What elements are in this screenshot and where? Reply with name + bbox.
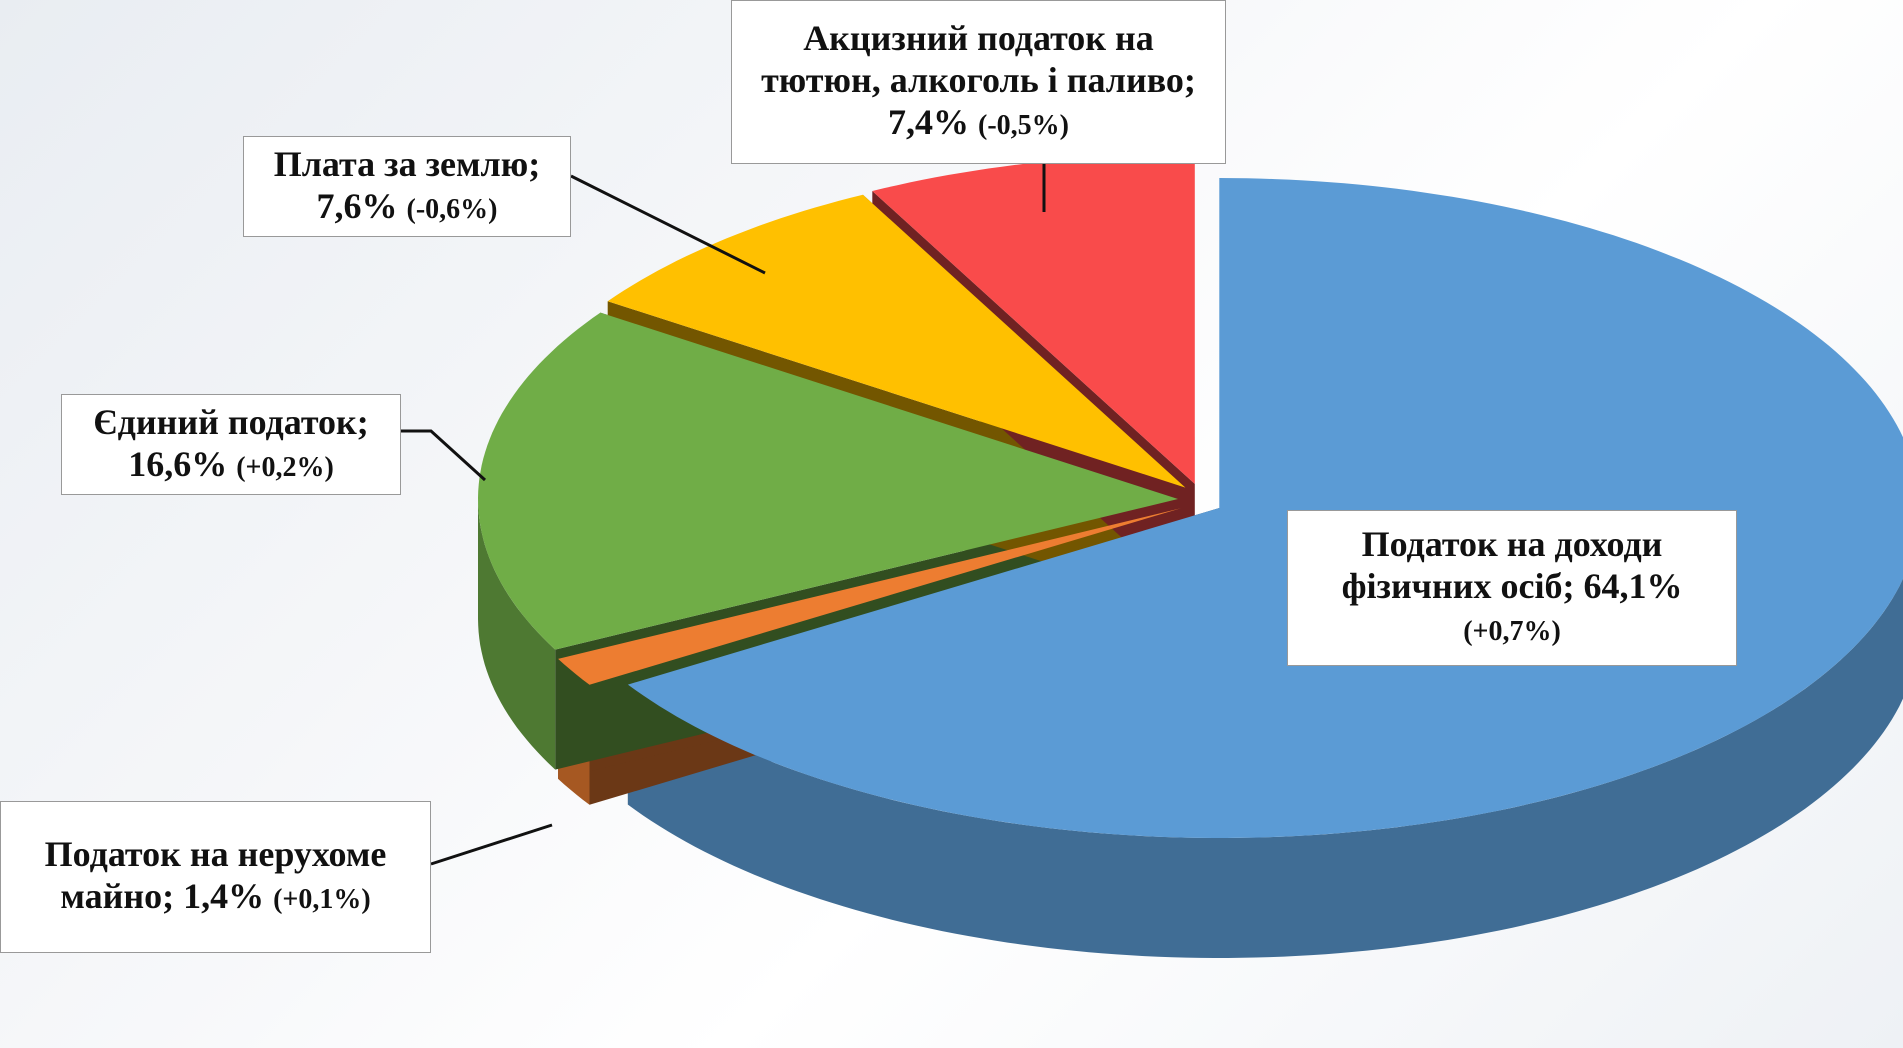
category: Акцизний податок на тютюн, алкоголь і па… [761,18,1196,100]
change-label: (-0,5%) [978,110,1069,141]
data-label: Податок на доходи фізичних осіб; 64,1% (… [1287,510,1737,666]
label-text: Акцизний податок на тютюн, алкоголь і па… [742,17,1215,147]
label-text: Податок на доходи фізичних осіб; 64,1% (… [1298,523,1726,653]
leader-line [401,431,485,480]
data-label: Плата за землю; 7,6% (-0,6%) [243,136,571,237]
value-label: 7,6% [317,186,398,226]
label-text: Податок на нерухоме майно; 1,4% (+0,1%) [11,833,420,921]
change-label: (+0,1%) [273,884,371,915]
category: Плата за землю; [274,144,541,184]
data-label: Акцизний податок на тютюн, алкоголь і па… [731,0,1226,164]
change-label: (+0,7%) [1463,616,1561,647]
change-label: (-0,6%) [407,194,498,225]
label-text: Єдиний податок; 16,6% (+0,2%) [72,401,390,489]
data-label: Податок на нерухоме майно; 1,4% (+0,1%) [0,801,431,953]
value-label: 64,1% [1583,566,1682,606]
change-label: (+0,2%) [236,452,334,483]
category: Єдиний податок; [93,402,369,442]
leader-line [571,176,765,273]
value-label: 1,4% [183,876,264,916]
label-text: Плата за землю; 7,6% (-0,6%) [254,143,560,231]
page: (() => { const data = JSON.parse(documen… [0,0,1903,1048]
value-label: 7,4% [888,102,969,142]
data-label: Єдиний податок; 16,6% (+0,2%) [61,394,401,495]
value-label: 16,6% [128,444,227,484]
leader-line [431,825,552,864]
